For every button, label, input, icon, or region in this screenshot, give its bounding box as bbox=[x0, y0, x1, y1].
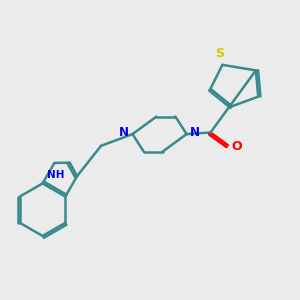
Text: NH: NH bbox=[47, 170, 65, 180]
Text: N: N bbox=[119, 126, 129, 139]
Text: N: N bbox=[190, 126, 200, 139]
Text: S: S bbox=[215, 47, 224, 60]
Text: O: O bbox=[231, 140, 242, 153]
